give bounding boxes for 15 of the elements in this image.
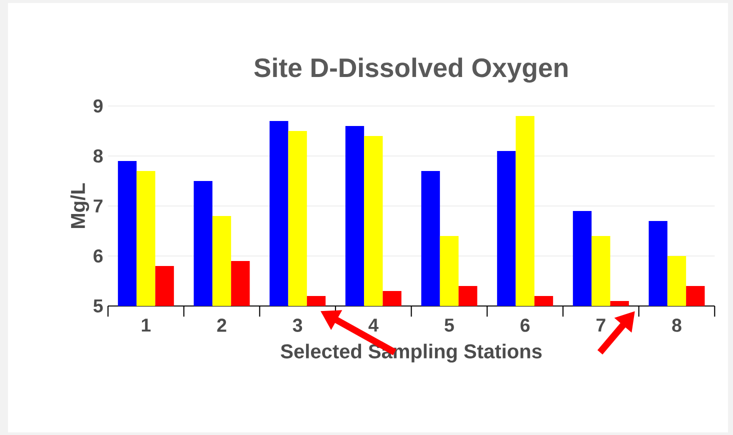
x-tick-label: 7 bbox=[596, 318, 606, 332]
x-tick-label: 2 bbox=[217, 318, 226, 332]
y-tick-label: 7 bbox=[94, 200, 102, 212]
x-tick-label: 1 bbox=[142, 318, 151, 332]
y-axis-title: Mg/L bbox=[70, 183, 90, 228]
x-tick-label: 3 bbox=[292, 318, 302, 332]
x-tick-label: 5 bbox=[444, 318, 454, 332]
chart-title: Site D-Dissolved Oxygen bbox=[254, 58, 568, 83]
x-tick-label: 6 bbox=[520, 318, 530, 332]
y-tick-label: 9 bbox=[94, 99, 103, 113]
y-tick-label: 8 bbox=[94, 149, 103, 163]
y-tick-label: 6 bbox=[94, 249, 103, 263]
x-tick-label: 8 bbox=[672, 318, 682, 332]
y-tick-label: 5 bbox=[93, 299, 103, 313]
x-tick-label: 4 bbox=[368, 318, 379, 332]
